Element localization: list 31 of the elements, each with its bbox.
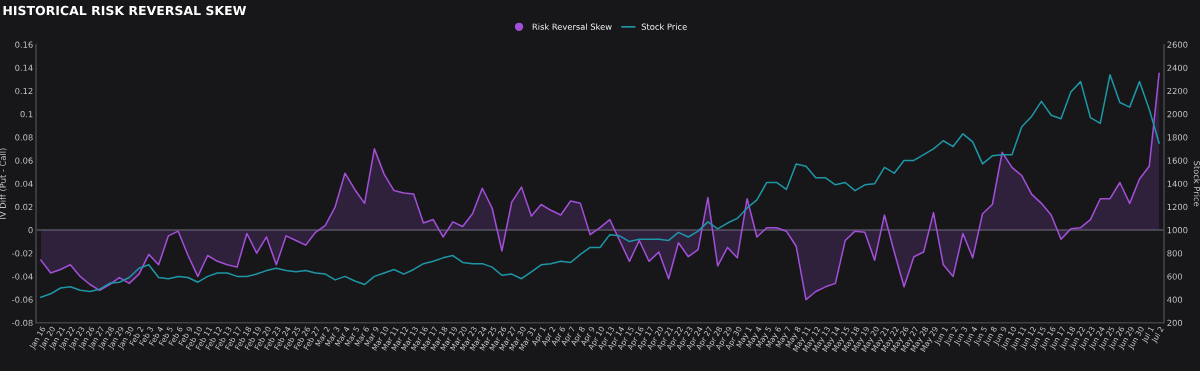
- y-tick-label: 0: [28, 227, 33, 234]
- y-tick-label: 0.1: [20, 111, 33, 118]
- y2-tick-label: 2000: [1167, 111, 1188, 118]
- y-tick-label: 0.04: [15, 180, 33, 187]
- y-tick-label: 0.02: [15, 203, 33, 211]
- y2-tick-label: 400: [1167, 296, 1183, 303]
- y-tick-label: 0.06: [15, 157, 33, 164]
- y-tick-label: -0.06: [12, 296, 33, 303]
- y-tick-label: 0.08: [15, 134, 33, 141]
- y2-tick-label: 200: [1167, 319, 1183, 327]
- y2-tick-label: 1600: [1167, 157, 1188, 164]
- y2-axis-title: Stock Price: [1193, 161, 1200, 207]
- y2-tick-label: 1200: [1167, 203, 1188, 211]
- chart-title: HISTORICAL RISK REVERSAL SKEW: [3, 5, 247, 16]
- y2-tick-label: 1000: [1167, 227, 1188, 234]
- legend-label: Stock Price: [641, 23, 687, 30]
- y2-tick-label: 2600: [1167, 41, 1188, 48]
- y2-tick-label: 800: [1167, 250, 1183, 257]
- y2-tick-label: 2400: [1167, 64, 1188, 71]
- legend-label: Risk Reversal Skew: [532, 23, 612, 30]
- y2-tick-label: 1400: [1167, 180, 1188, 187]
- y2-tick-label: 1800: [1167, 134, 1188, 141]
- y2-tick-label: 600: [1167, 273, 1183, 280]
- y-tick-label: -0.02: [12, 250, 33, 257]
- y-axis-title: IV Diff (Put - Call): [0, 148, 7, 219]
- y2-tick-label: 2200: [1167, 87, 1188, 95]
- y-tick-label: 0.16: [15, 41, 33, 48]
- y-tick-label: -0.04: [12, 273, 33, 280]
- y-tick-label: 0.12: [15, 87, 33, 95]
- y-tick-label: 0.14: [15, 64, 33, 71]
- y-tick-label: -0.08: [12, 319, 33, 327]
